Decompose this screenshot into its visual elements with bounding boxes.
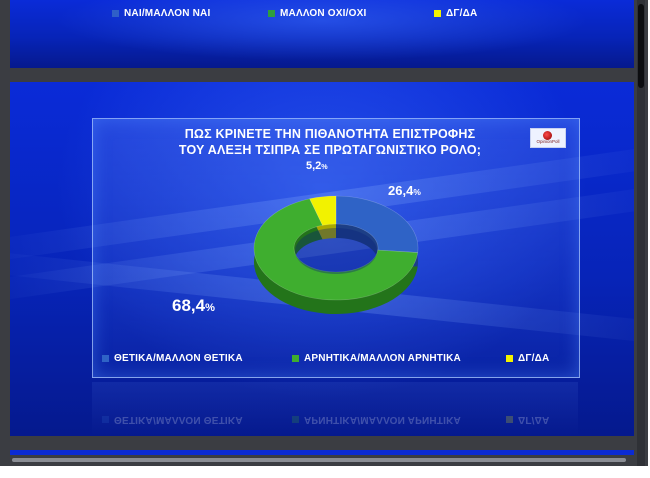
legend-reflection-dont-know: ΔΓ/ΔΑ [506,414,549,425]
legend-label: ΔΓ/ΔΑ [518,353,550,364]
vertical-scrollbar[interactable] [637,0,645,466]
previous-slide: ΝΑΙ/ΜΑΛΛΟΝ ΝΑΙ ΜΑΛΛΟΝ ΟΧΙ/ΟΧΙ ΔΓ/ΔΑ [10,0,634,68]
logo-text: OpinionPoll [536,139,560,144]
panel-reflection [92,382,578,436]
legend-label: ΝΑΙ/ΜΑΛΛΟΝ ΝΑΙ [124,8,211,19]
legend-label: ΑΡΝΗΤΙΚΑ/ΜΑΛΛΟΝ ΑΡΝΗΤΙΚΑ [304,414,461,425]
legend-swatch [292,355,299,362]
chart-title-line-2: ΤΟΥ ΑΛΕΞΗ ΤΣΙΠΡΑ ΣΕ ΠΡΩΤΑΓΩΝΙΣΤΙΚΟ ΡΟΛΟ; [178,143,482,157]
legend-label: ΑΡΝΗΤΙΚΑ/ΜΑΛΛΟΝ ΑΡΝΗΤΙΚΑ [304,353,461,364]
logo-mark-icon [543,131,552,140]
legend-item-negative: ΑΡΝΗΤΙΚΑ/ΜΑΛΛΟΝ ΑΡΝΗΤΙΚΑ [292,353,461,364]
poll-slide: ΠΩΣ ΚΡΙΝΕΤΕ ΤΗΝ ΠΙΘΑΝΟΤΗΤΑ ΕΠΙΣΤΡΟΦΗΣ ΤΟ… [10,82,634,436]
chart-panel [92,118,580,378]
legend-swatch [268,10,275,17]
legend-label: ΔΓ/ΔΑ [518,414,550,425]
image-viewer: ΝΑΙ/ΜΑΛΛΟΝ ΝΑΙ ΜΑΛΛΟΝ ΟΧΙ/ΟΧΙ ΔΓ/ΔΑ ΠΩΣ … [0,0,648,466]
legend-item-positive: ΘΕΤΙΚΑ/ΜΑΛΛΟΝ ΘΕΤΙΚΑ [102,353,243,364]
donut-hole [295,228,377,274]
next-slide [10,450,634,455]
legend-swatch [102,355,109,362]
chart-title: ΠΩΣ ΚΡΙΝΕΤΕ ΤΗΝ ΠΙΘΑΝΟΤΗΤΑ ΕΠΙΣΤΡΟΦΗΣ ΤΟ… [140,126,520,158]
legend-swatch [506,416,513,423]
vertical-scroll-thumb[interactable] [638,4,644,88]
data-label-dont-know: 5,2% [306,160,328,172]
opinion-poll-logo: OpinionPoll [530,128,566,148]
chart-title-line-1: ΠΩΣ ΚΡΙΝΕΤΕ ΤΗΝ ΠΙΘΑΝΟΤΗΤΑ ΕΠΙΣΤΡΟΦΗΣ [184,127,476,141]
legend-item-dont-know: ΔΓ/ΔΑ [506,353,549,364]
legend-swatch [506,355,513,362]
legend-swatch [112,10,119,17]
donut-slice-dont-know [309,195,337,226]
legend-swatch [102,416,109,423]
legend-reflection-negative: ΑΡΝΗΤΙΚΑ/ΜΑΛΛΟΝ ΑΡΝΗΤΙΚΑ [292,414,461,425]
data-label-negative: 68,4% [172,296,215,315]
legend-label: ΘΕΤΙΚΑ/ΜΑΛΛΟΝ ΘΕΤΙΚΑ [114,353,243,364]
legend-label: ΘΕΤΙΚΑ/ΜΑΛΛΟΝ ΘΕΤΙΚΑ [114,414,243,425]
donut-slice-negative [253,198,419,301]
data-label-positive: 26,4% [388,183,421,198]
legend-label: ΜΑΛΛΟΝ ΟΧΙ/ΟΧΙ [280,8,367,19]
legend-swatch [292,416,299,423]
legend-swatch [434,10,441,17]
legend-reflection-positive: ΘΕΤΙΚΑ/ΜΑΛΛΟΝ ΘΕΤΙΚΑ [102,414,243,425]
horizontal-scrollbar[interactable] [12,458,626,462]
donut-slice-positive [335,195,419,253]
legend-item-top-no: ΜΑΛΛΟΝ ΟΧΙ/ΟΧΙ [268,8,366,19]
donut-chart [253,195,419,314]
legend-item-top-dk: ΔΓ/ΔΑ [434,8,477,19]
legend-label: ΔΓ/ΔΑ [446,8,478,19]
legend-item-top-yes: ΝΑΙ/ΜΑΛΛΟΝ ΝΑΙ [112,8,210,19]
